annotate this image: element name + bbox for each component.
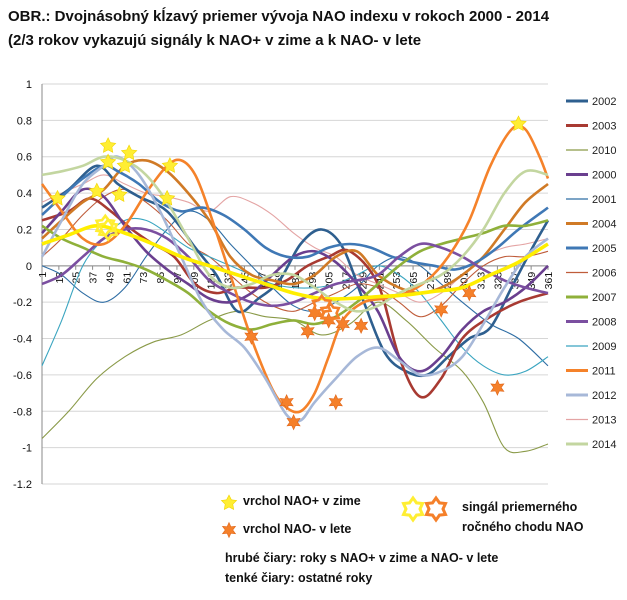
minus-peak-marker: [462, 284, 477, 302]
legend-label-2000: 2000: [592, 170, 616, 182]
plus-peak-marker: [99, 137, 117, 153]
plus-peak-marker: [99, 153, 117, 170]
x-tick-label: 73: [138, 272, 150, 284]
legend-label-2004: 2004: [592, 219, 616, 231]
note-peak-minus: vrchol NAO- v lete: [243, 522, 352, 536]
y-tick-label: 0.2: [17, 224, 32, 236]
legend: 2002 2003 2010 2000 2001 2004 2005 2006 2007 2008…: [566, 96, 616, 451]
markers: [49, 115, 527, 431]
chart-title-line2: (2/3 rokov vykazujú signály k NAO+ v zim…: [8, 32, 422, 49]
x-tick-label: 361: [543, 272, 555, 290]
minus-peak-marker: [300, 323, 315, 340]
plus-peak-marker: [116, 157, 134, 173]
series-line-2002: [41, 164, 550, 378]
plus-peak-marker: [161, 157, 179, 173]
chart-title-line1: OBR.: Dvojnásobný kĺzavý priemer vývoja …: [8, 8, 550, 25]
y-tick-label: -1.2: [13, 479, 32, 491]
y-tick-label: -1: [22, 443, 32, 455]
note-peak-plus: vrchol NAO+ v zime: [243, 494, 361, 508]
y-tick-label: -0.6: [13, 370, 32, 382]
minus-peak-marker: [279, 393, 294, 411]
series-line-2010: [41, 301, 549, 454]
note-thin-lines: tenké čiary: ostatné roky: [225, 571, 373, 585]
y-tick-label: -0.4: [13, 334, 32, 346]
x-tick-label: 37: [88, 272, 100, 284]
minus-peak-marker: [490, 379, 505, 396]
minus-peak-marker: [286, 413, 301, 431]
plus-peak-marker: [158, 189, 176, 206]
x-tick-label: 1: [37, 272, 49, 278]
note-signal-line1: singál priemerného: [462, 500, 578, 514]
legend-label-2011: 2011: [592, 366, 616, 378]
legend-label-2003: 2003: [592, 121, 616, 133]
minus-peak-marker: [353, 317, 369, 335]
minus-peak-marker: [328, 393, 343, 411]
legend-label-2013: 2013: [592, 415, 616, 427]
y-tick-label: 0.6: [17, 152, 32, 164]
x-tick-label: 25: [71, 272, 83, 284]
legend-label-2007: 2007: [592, 292, 616, 304]
legend-label-2006: 2006: [592, 268, 616, 280]
x-axis: 1 13 25 37 49 61 73 85 97 109 121 133 145 157 169 181 19…: [37, 265, 555, 290]
signal-minus-marker: [319, 300, 341, 326]
series-line-2011: [40, 124, 550, 414]
y-tick-label: 0: [26, 261, 32, 273]
legend-label-2005: 2005: [592, 243, 616, 255]
plus-peak-marker: [88, 182, 106, 199]
series-line-2005: [41, 164, 549, 271]
y-tick-label: -0.8: [13, 406, 32, 418]
legend-label-2008: 2008: [592, 317, 616, 329]
x-tick-label: 13: [54, 272, 66, 284]
y-tick-label: 1: [26, 79, 32, 91]
legend-label-2012: 2012: [592, 390, 616, 402]
legend-label-2010: 2010: [592, 145, 616, 157]
series-line-2003: [41, 197, 549, 399]
series-line-2007: [41, 219, 549, 331]
x-tick-label: 49: [104, 272, 116, 284]
minus-peak-marker: [434, 301, 449, 318]
legend-label-2002: 2002: [592, 96, 616, 108]
plus-peak-marker: [49, 189, 66, 206]
series-line-2009: [41, 217, 549, 376]
mean-signal-line: [41, 223, 549, 301]
note-signal-plus-marker: [401, 495, 425, 523]
note-signal-line2: ročného chodu NAO: [462, 520, 584, 534]
plus-peak-marker: [510, 115, 527, 132]
minus-peak-marker: [244, 328, 259, 345]
note-signal-minus-marker: [424, 495, 448, 523]
legend-label-2001: 2001: [592, 194, 616, 206]
notes-markers: [220, 494, 448, 539]
plus-peak-marker: [111, 186, 128, 202]
y-tick-label: 0.8: [17, 115, 32, 127]
y-tick-label: 0.4: [17, 188, 32, 200]
x-tick-label: 61: [121, 272, 133, 284]
signal-plus-marker: [97, 217, 119, 242]
y-tick-label: -0.2: [13, 297, 32, 309]
plus-peak-marker: [120, 144, 138, 161]
note-thick-lines: hrubé čiary: roky s NAO+ v zime a NAO- v…: [225, 551, 499, 565]
note-minus-marker: [221, 521, 237, 539]
legend-label-2009: 2009: [592, 341, 616, 353]
legend-label-2014: 2014: [592, 439, 616, 451]
note-plus-marker: [220, 494, 238, 511]
minus-peak-marker: [335, 315, 350, 333]
y-axis: 1 0.8 0.6 0.4 0.2 0 -0.2 -0.4 -0.6 -0.8 -1 -1.2: [13, 79, 43, 491]
